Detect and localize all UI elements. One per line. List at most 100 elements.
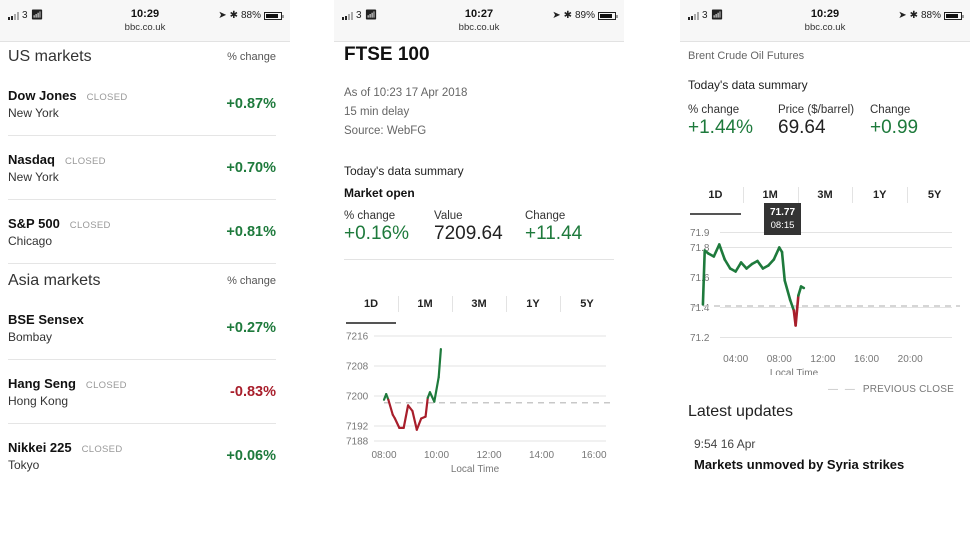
signal-icon — [688, 11, 699, 20]
series-segment — [797, 285, 803, 297]
wifi-icon: 📶︎ — [710, 10, 724, 21]
tab-1y[interactable]: 1Y — [506, 288, 560, 324]
url-label[interactable]: bbc.co.uk — [458, 22, 500, 33]
as-of-label: As of 10:23 17 Apr 2018 — [344, 87, 468, 99]
x-tick-label: 20:00 — [898, 354, 923, 365]
stat-label: Value — [434, 210, 463, 222]
market-name: Nasdaq — [8, 151, 55, 167]
series-segment — [780, 250, 787, 282]
stat-item: Value 7209.64 — [434, 210, 525, 245]
tab-5y[interactable]: 5Y — [560, 288, 614, 324]
line-chart[interactable]: 71.2 71.4 71.6 71.8 71.9 04:00 08:00 12:00 16:00… — [680, 215, 970, 379]
latest-updates-heading: Latest updates — [688, 403, 793, 420]
market-name-line: Nikkei 225 CLOSED — [8, 440, 122, 455]
market-name: S&P 500 — [8, 215, 60, 231]
ftse-screen: 3 📶︎ 10:27 bbc.co.uk ➤ ✱ 89% FTSE 100 As… — [334, 0, 624, 556]
location-icon: ➤ — [218, 10, 227, 21]
market-change: +0.06% — [226, 448, 276, 464]
summary-label: Today's data summary — [688, 78, 808, 92]
market-row[interactable]: Nasdaq CLOSED New York +0.70% — [8, 136, 276, 200]
address-bar[interactable]: 10:27 bbc.co.uk — [334, 8, 624, 33]
y-tick-label: 71.8 — [690, 243, 710, 254]
y-tick-label: 7216 — [346, 332, 369, 343]
location-icon: ➤ — [898, 10, 907, 21]
update-timestamp: 9:54 16 Apr — [694, 437, 756, 451]
stat-item: Change +11.44 — [525, 210, 614, 245]
section-title: US markets — [8, 48, 92, 65]
ftse-chart[interactable]: 7188 7192 7200 7208 7216 08:00 10:00 12:00 14:00… — [334, 324, 624, 479]
battery-percent: 88% — [920, 10, 941, 21]
x-axis-title: Local Time — [451, 464, 500, 474]
market-row[interactable]: S&P 500 CLOSED Chicago +0.81% — [8, 200, 276, 264]
market-name: BSE Sensex — [8, 311, 84, 327]
tab-1d[interactable]: 1D — [688, 179, 743, 215]
y-tick-label: 7188 — [346, 437, 369, 448]
tooltip-time: 08:15 — [770, 220, 795, 231]
x-tick-label: 08:00 — [371, 450, 396, 461]
series-segment — [411, 409, 418, 431]
market-row[interactable]: Hang Seng CLOSED Hong Kong -0.83% — [8, 360, 276, 424]
asia-markets-list: BSE Sensex Bombay +0.27% Hang Seng CLOSED Hon… — [0, 296, 290, 488]
stat-item: % change +0.16% — [344, 210, 434, 245]
us-markets-header: US markets % change — [0, 42, 290, 72]
x-tick-label: 12:00 — [476, 450, 501, 461]
market-row[interactable]: Nikkei 225 CLOSED Tokyo +0.06% — [8, 424, 276, 488]
summary-stats: % change +0.16% Value 7209.64 Change +11.44 — [334, 210, 624, 245]
status-right: ➤ ✱ 88% — [898, 10, 964, 21]
market-row[interactable]: BSE Sensex Bombay +0.27% — [8, 296, 276, 360]
stat-label: % change — [344, 210, 396, 222]
location-icon: ➤ — [552, 10, 561, 21]
tab-1m[interactable]: 1M — [398, 288, 452, 324]
summary-label: Today's data summary — [344, 164, 464, 178]
series-segment — [402, 404, 410, 429]
x-axis-title: Local Time — [770, 368, 819, 375]
page-title: FTSE 100 — [344, 44, 430, 65]
y-tick-label: 71.4 — [690, 303, 710, 314]
carrier-label: 3 — [702, 10, 708, 21]
stat-value: 7209.64 — [434, 223, 503, 244]
market-city: Bombay — [8, 329, 53, 344]
tab-1m[interactable]: 1M — [742, 179, 798, 215]
market-status-badge: CLOSED — [85, 379, 127, 391]
status-left: 3 📶︎ — [8, 10, 43, 21]
section-title: Asia markets — [8, 272, 101, 289]
battery-icon — [598, 11, 618, 20]
address-bar[interactable]: 10:29 bbc.co.uk — [0, 8, 290, 33]
url-label[interactable]: bbc.co.uk — [124, 22, 166, 33]
brent-chart[interactable]: 71.2 71.4 71.6 71.8 71.9 04:00 08:00 12:00 16:00… — [680, 203, 970, 380]
market-name-line: S&P 500 CLOSED — [8, 216, 111, 231]
market-name-line: Dow Jones CLOSED — [8, 88, 128, 103]
tab-3m[interactable]: 3M — [797, 179, 853, 215]
source-label: Source: WebFG — [344, 125, 427, 137]
stat-value: +0.99 — [870, 117, 919, 138]
series-segment — [734, 261, 743, 273]
url-label[interactable]: bbc.co.uk — [804, 22, 846, 33]
tab-1d[interactable]: 1D — [344, 288, 398, 324]
tab-3m[interactable]: 3M — [452, 288, 506, 324]
address-bar[interactable]: 10:29 bbc.co.uk — [680, 8, 970, 33]
y-tick-label: 7208 — [346, 362, 369, 373]
series-segment — [424, 396, 429, 418]
clock: 10:29 — [130, 8, 160, 20]
series-segment — [701, 249, 707, 306]
series-segment — [767, 258, 776, 267]
status-bar: 3 📶︎ 10:29 bbc.co.uk ➤ ✱ 88% — [0, 0, 290, 42]
series-segment — [756, 259, 765, 270]
series-segment — [433, 376, 440, 403]
wifi-icon: 📶︎ — [364, 10, 378, 21]
quote-meta: As of 10:23 17 Apr 2018 15 min delay Sou… — [334, 74, 624, 141]
update-headline-link[interactable]: Markets unmoved by Syria strikes — [694, 457, 905, 472]
stat-label: Change — [524, 210, 566, 222]
x-tick-label: 12:00 — [810, 354, 835, 365]
market-row[interactable]: Dow Jones CLOSED New York +0.87% — [8, 72, 276, 136]
y-tick-label: 71.6 — [690, 273, 710, 284]
tab-5y[interactable]: 5Y — [907, 179, 962, 215]
chart-legend: — — PREVIOUS CLOSE — [680, 384, 970, 395]
stat-value: +11.44 — [524, 223, 583, 244]
battery-icon — [264, 11, 284, 20]
y-tick-label: 7200 — [346, 392, 369, 403]
market-status-badge: CLOSED — [86, 91, 128, 103]
line-chart[interactable]: 7188 7192 7200 7208 7216 08:00 10:00 12:00 14:00… — [334, 324, 624, 475]
tab-1y[interactable]: 1Y — [852, 179, 907, 215]
series-segment — [393, 417, 401, 429]
